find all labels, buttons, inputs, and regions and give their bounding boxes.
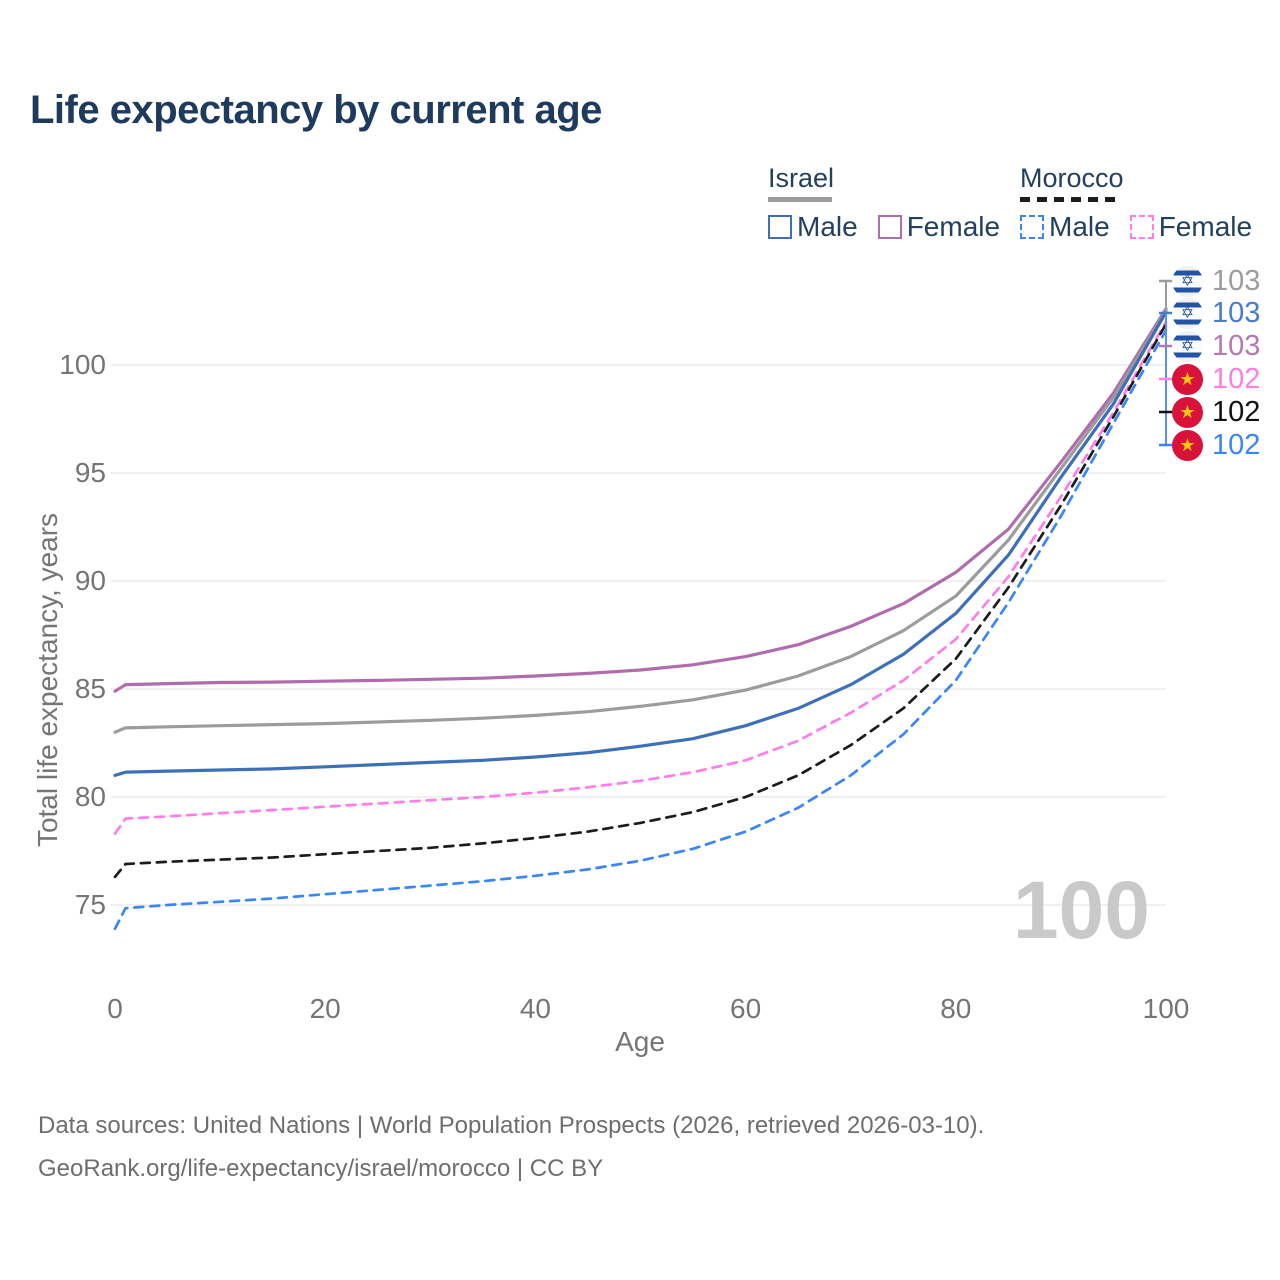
israel-flag-icon: ✡ xyxy=(1172,265,1203,297)
page-title: Life expectancy by current age xyxy=(30,88,602,132)
morocco-line-style-icon xyxy=(1020,197,1122,202)
svg-text:80: 80 xyxy=(940,993,971,1024)
legend-country-morocco: Morocco xyxy=(1020,163,1124,193)
svg-text:0: 0 xyxy=(107,993,123,1024)
svg-text:60: 60 xyxy=(730,993,761,1024)
legend-country-israel: Israel xyxy=(768,163,835,193)
israel-line-style-icon xyxy=(768,197,832,202)
israel-male-swatch-icon xyxy=(768,215,792,239)
legend-item-israel-male: Male xyxy=(768,211,858,243)
legend-label-israel-male: Male xyxy=(797,211,858,242)
morocco-flag-icon: ★ xyxy=(1172,396,1203,428)
morocco-male-swatch-icon xyxy=(1020,215,1044,239)
source-url-line: GeoRank.org/life-expectancy/israel/moroc… xyxy=(38,1155,604,1182)
end-label-value: 103 xyxy=(1212,296,1261,329)
svg-text:85: 85 xyxy=(75,673,106,704)
data-sources-line: Data sources: United Nations | World Pop… xyxy=(38,1112,985,1139)
morocco-female-swatch-icon xyxy=(1129,215,1154,239)
israel-flag-icon: ✡ xyxy=(1172,330,1203,362)
end-label-value: 102 xyxy=(1212,362,1261,395)
legend-item-morocco-female: Female xyxy=(1129,211,1253,243)
end-label-value: 102 xyxy=(1212,395,1261,428)
end-label-morocco-both: ★ 102 xyxy=(1172,396,1260,428)
x-axis-title: Age xyxy=(615,1026,665,1057)
flag-emblem-icon: ★ xyxy=(1179,434,1196,455)
flag-emblem-icon: ✡ xyxy=(1180,338,1195,355)
end-label-morocco-male: ★ 102 xyxy=(1172,429,1260,461)
end-label-value: 102 xyxy=(1212,428,1261,461)
watermark-100: 100 xyxy=(1013,865,1150,956)
legend-label-morocco-male: Male xyxy=(1049,211,1110,242)
svg-text:75: 75 xyxy=(75,889,106,920)
legend-label-morocco-female: Female xyxy=(1158,211,1253,242)
morocco-flag-icon: ★ xyxy=(1172,363,1203,395)
end-label-morocco-female: ★ 102 xyxy=(1172,363,1260,395)
israel-flag-icon: ✡ xyxy=(1172,297,1203,329)
end-label-israel-female: ✡ 103 xyxy=(1172,330,1260,362)
end-label-israel-male: ✡ 103 xyxy=(1172,297,1260,329)
flag-emblem-icon: ✡ xyxy=(1180,273,1195,290)
y-axis-title: Total life expectancy, years xyxy=(32,512,63,848)
svg-text:40: 40 xyxy=(520,993,551,1024)
svg-text:80: 80 xyxy=(75,781,106,812)
legend-item-morocco-male: Male xyxy=(1020,211,1110,243)
svg-text:100: 100 xyxy=(1143,993,1190,1024)
legend-group-israel: Israel Male Female xyxy=(768,163,1000,243)
legend-label-israel-female: Female xyxy=(906,211,1001,242)
morocco-flag-icon: ★ xyxy=(1172,429,1203,461)
attribution: Data sources: United Nations | World Pop… xyxy=(38,1104,984,1190)
svg-text:20: 20 xyxy=(310,993,341,1024)
legend-group-morocco: Morocco Male Female xyxy=(1020,163,1252,243)
israel-female-swatch-icon xyxy=(877,215,902,239)
end-label-value: 103 xyxy=(1212,264,1261,297)
end-label-value: 103 xyxy=(1212,329,1261,362)
end-label-israel-both: ✡ 103 xyxy=(1172,265,1260,297)
flag-emblem-icon: ★ xyxy=(1179,368,1196,389)
flag-emblem-icon: ✡ xyxy=(1180,305,1195,322)
legend-item-israel-female: Female xyxy=(877,211,1001,243)
svg-text:95: 95 xyxy=(75,457,106,488)
svg-text:90: 90 xyxy=(75,565,106,596)
flag-emblem-icon: ★ xyxy=(1179,401,1196,422)
svg-text:100: 100 xyxy=(59,349,106,380)
